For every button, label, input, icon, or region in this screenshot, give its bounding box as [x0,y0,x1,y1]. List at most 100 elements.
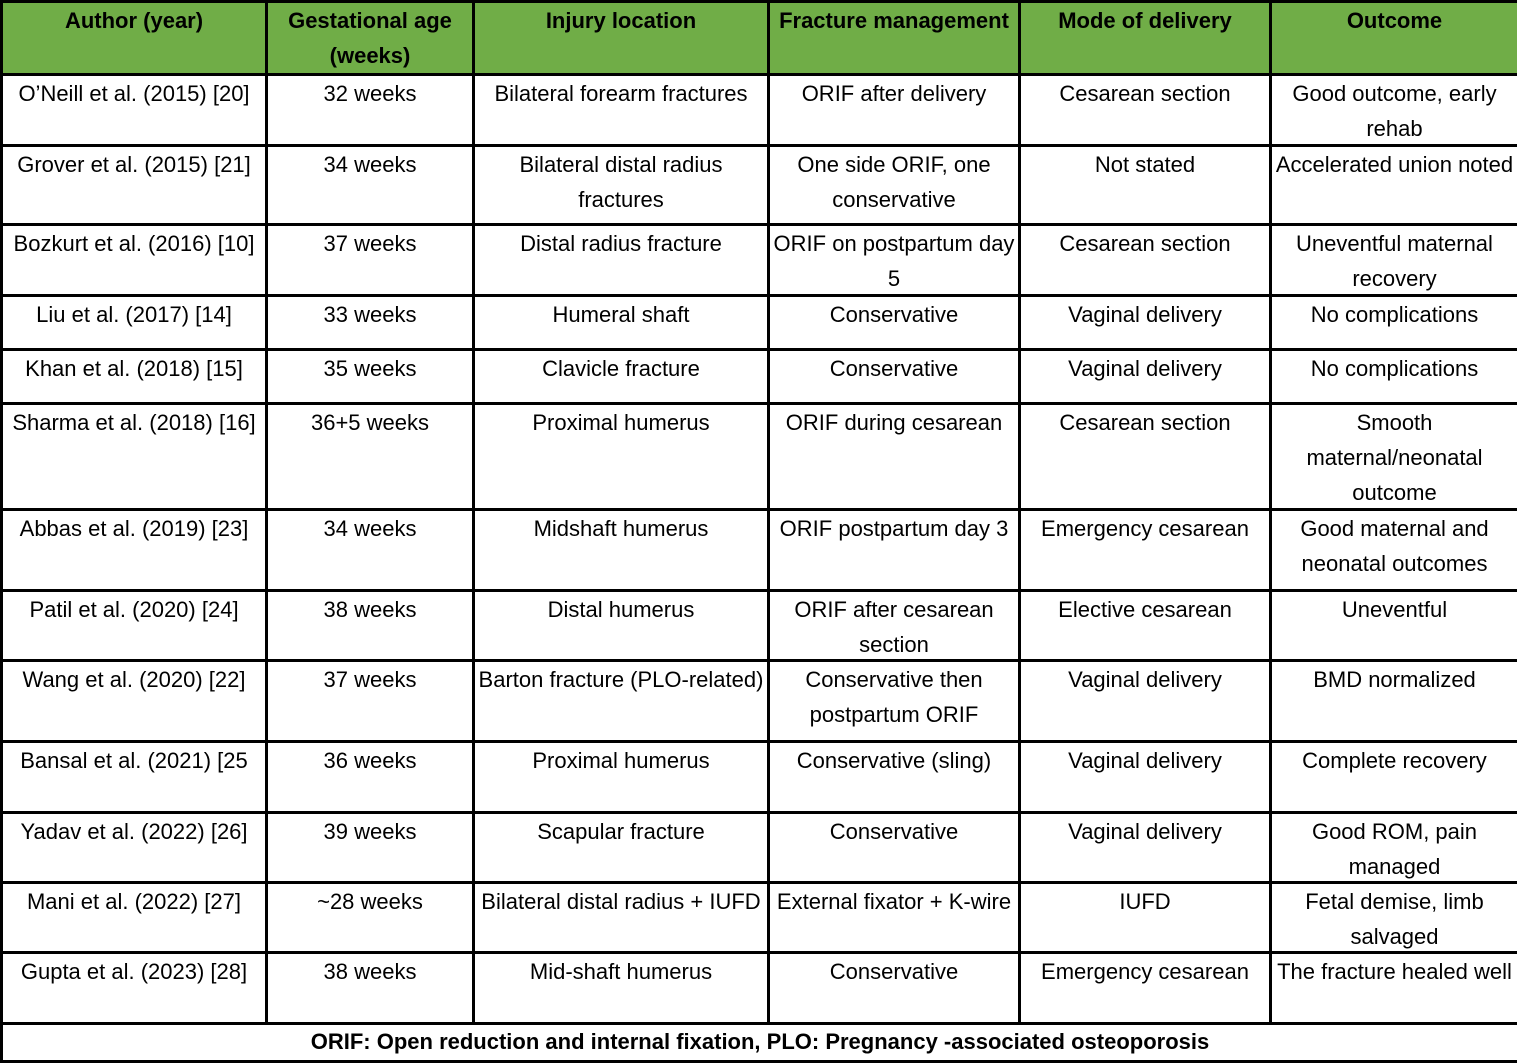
cell-fracture-management: Conservative then postpartum ORIF [769,661,1020,742]
cell-text: No complications [1274,351,1515,386]
cell-author-year: Mani et al. (2022) [27] [2,883,267,953]
cell-text: Conservative [772,297,1016,332]
cell-fracture-management: External fixator + K-wire [769,883,1020,953]
cell-text: ORIF during cesarean [772,405,1016,440]
cell-gestational-age: 38 weeks [267,591,474,661]
cell-author-year: Liu et al. (2017) [14] [2,296,267,350]
cell-text: ORIF on postpartum day 5 [772,226,1016,294]
footnote-row: ORIF: Open reduction and internal fixati… [2,1024,1517,1062]
cell-text: Mani et al. (2022) [27] [5,884,263,919]
cell-author-year: Sharma et al. (2018) [16] [2,404,267,510]
cell-injury-location: Scapular fracture [474,813,769,883]
cell-text: 34 weeks [270,147,470,182]
cell-injury-location: Distal humerus [474,591,769,661]
cell-outcome: Fetal demise, limb salvaged [1271,883,1517,953]
cell-gestational-age: 33 weeks [267,296,474,350]
cell-mode-of-delivery: Not stated [1020,146,1271,225]
cell-gestational-age: 35 weeks [267,350,474,404]
cell-injury-location: Humeral shaft [474,296,769,350]
cell-mode-of-delivery: Cesarean section [1020,75,1271,146]
cell-text: Barton fracture (PLO-related) [477,662,765,697]
header-row: Author (year)Gestational age (weeks)Inju… [2,2,1517,75]
cell-outcome: No complications [1271,350,1517,404]
cell-text: Bozkurt et al. (2016) [10] [5,226,263,261]
cell-text: Grover et al. (2015) [21] [5,147,263,182]
cell-text: BMD normalized [1274,662,1515,697]
cell-mode-of-delivery: IUFD [1020,883,1271,953]
cell-text: Patil et al. (2020) [24] [5,592,263,627]
cell-text: Bansal et al. (2021) [25 [5,743,263,778]
cell-text: 37 weeks [270,662,470,697]
cell-injury-location: Distal radius fracture [474,225,769,296]
cell-gestational-age: 32 weeks [267,75,474,146]
cell-text: Wang et al. (2020) [22] [5,662,263,697]
header-fracture-management: Fracture management [769,2,1020,75]
cell-author-year: Abbas et al. (2019) [23] [2,510,267,591]
cell-text: ORIF after cesarean section [772,592,1016,659]
cell-fracture-management: ORIF after cesarean section [769,591,1020,661]
cell-outcome: Complete recovery [1271,742,1517,813]
cell-text: ORIF postpartum day 3 [772,511,1016,546]
cell-outcome: Accelerated union noted [1271,146,1517,225]
cell-mode-of-delivery: Vaginal delivery [1020,661,1271,742]
cell-text: Distal radius fracture [477,226,765,261]
cell-injury-location: Clavicle fracture [474,350,769,404]
cell-text: Good ROM, pain managed [1274,814,1515,881]
cell-mode-of-delivery: Vaginal delivery [1020,813,1271,883]
cell-text: ~28 weeks [270,884,470,919]
cell-outcome: BMD normalized [1271,661,1517,742]
header-injury-location: Injury location [474,2,769,75]
cell-fracture-management: Conservative (sling) [769,742,1020,813]
cell-text: Vaginal delivery [1023,743,1267,778]
cell-text: Accelerated union noted [1274,147,1515,182]
cell-mode-of-delivery: Cesarean section [1020,225,1271,296]
cell-text: No complications [1274,297,1515,332]
cell-text: Elective cesarean [1023,592,1267,627]
cell-text: Distal humerus [477,592,765,627]
cell-author-year: Patil et al. (2020) [24] [2,591,267,661]
cell-text: Sharma et al. (2018) [16] [5,405,263,440]
cell-outcome: No complications [1271,296,1517,350]
cell-text: External fixator + K-wire [772,884,1016,919]
cell-fracture-management: ORIF during cesarean [769,404,1020,510]
cell-author-year: Khan et al. (2018) [15] [2,350,267,404]
cell-mode-of-delivery: Elective cesarean [1020,591,1271,661]
cell-fracture-management: ORIF after delivery [769,75,1020,146]
cell-text: Not stated [1023,147,1267,182]
cell-text: Conservative [772,814,1016,849]
cell-text: 36+5 weeks [270,405,470,440]
cell-text: Good maternal and neonatal outcomes [1274,511,1515,581]
cell-injury-location: Proximal humerus [474,742,769,813]
cell-injury-location: Barton fracture (PLO-related) [474,661,769,742]
cell-injury-location: Bilateral forearm fractures [474,75,769,146]
cell-text: Humeral shaft [477,297,765,332]
cell-text: Yadav et al. (2022) [26] [5,814,263,849]
cell-fracture-management: Conservative [769,350,1020,404]
cell-mode-of-delivery: Emergency cesarean [1020,510,1271,591]
cell-injury-location: Bilateral distal radius + IUFD [474,883,769,953]
cell-text: Emergency cesarean [1023,954,1267,989]
cell-text: Emergency cesarean [1023,511,1267,546]
cell-text: Fetal demise, limb salvaged [1274,884,1515,951]
cell-gestational-age: 36 weeks [267,742,474,813]
cell-outcome: Good outcome, early rehab [1271,75,1517,146]
cell-gestational-age: 34 weeks [267,510,474,591]
cell-text: 34 weeks [270,511,470,546]
cell-gestational-age: 34 weeks [267,146,474,225]
cell-injury-location: Midshaft humerus [474,510,769,591]
cell-text: Cesarean section [1023,226,1267,261]
cell-gestational-age: 39 weeks [267,813,474,883]
cell-text: Midshaft humerus [477,511,765,546]
cell-text: 36 weeks [270,743,470,778]
cell-gestational-age: 36+5 weeks [267,404,474,510]
cell-text: Abbas et al. (2019) [23] [5,511,263,546]
cell-text: Vaginal delivery [1023,351,1267,386]
cell-mode-of-delivery: Emergency cesarean [1020,953,1271,1024]
cell-text: One side ORIF, one conservative [772,147,1016,217]
cell-fracture-management: ORIF on postpartum day 5 [769,225,1020,296]
cell-text: 38 weeks [270,954,470,989]
